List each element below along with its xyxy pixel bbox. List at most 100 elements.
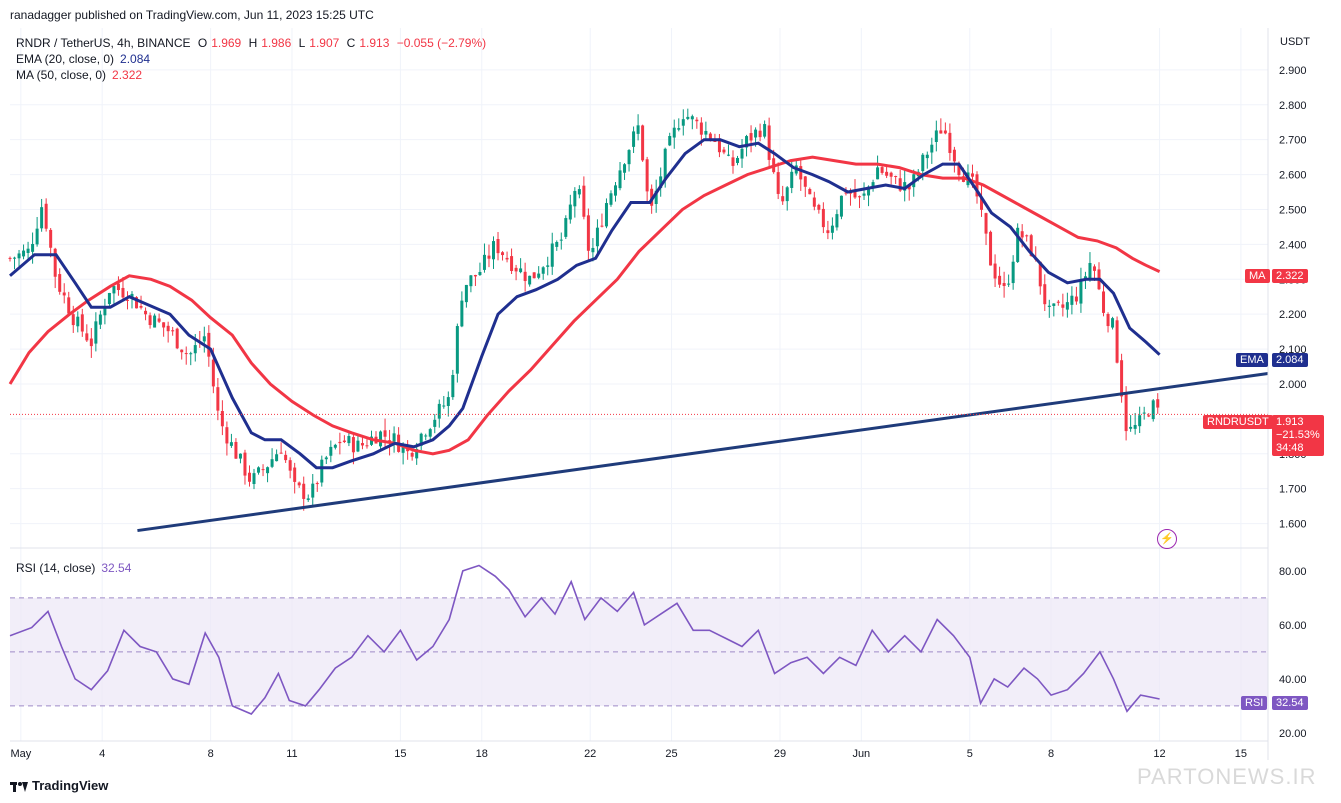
candle-body: [1029, 235, 1033, 256]
candle-body: [654, 190, 658, 204]
candle-body: [211, 359, 215, 387]
candle-body: [1020, 231, 1024, 238]
candle-body: [1138, 415, 1142, 427]
candle-body: [1074, 296, 1078, 302]
candle-body: [609, 193, 613, 205]
symbol-axis-tag: RNDRUSDT: [1203, 415, 1273, 429]
candle-body: [94, 321, 98, 344]
candle-body: [8, 257, 12, 259]
candle-body: [1002, 283, 1006, 286]
price-tick-label: 2.200: [1279, 309, 1307, 321]
candle-body: [550, 243, 554, 267]
candle-body: [975, 174, 979, 197]
candle-body: [1124, 393, 1128, 432]
candle-body: [582, 185, 586, 217]
candle-body: [67, 297, 71, 314]
candle-body: [736, 157, 740, 163]
price-tick-label: 1.700: [1279, 484, 1307, 496]
candle-body: [1052, 303, 1056, 306]
candle-body: [275, 454, 279, 462]
publisher-line: ranadagger published on TradingView.com,…: [10, 8, 374, 22]
ma-legend[interactable]: MA (50, close, 0) 2.322: [16, 68, 142, 82]
candle-body: [672, 127, 676, 138]
candle-body: [821, 208, 825, 228]
price-axis: 2.9002.8002.7002.6002.5002.4002.3002.200…: [1279, 65, 1307, 531]
candle-body: [139, 306, 143, 308]
rsi-line: [9, 564, 1160, 715]
candle-body: [333, 444, 337, 448]
candle-body: [315, 483, 319, 485]
candle-body: [898, 178, 902, 191]
lightning-icon[interactable]: ⚡: [1157, 529, 1177, 549]
candle-body: [1120, 360, 1124, 397]
candle-body: [171, 330, 175, 332]
time-axis: May 4 8 11 15 18 22 25 29 Jun 5 8 12 15: [10, 748, 1247, 760]
candle-body: [437, 403, 441, 419]
candle-body: [360, 443, 364, 446]
symbol-legend[interactable]: RNDR / TetherUS, 4h, BINANCE O 1.969 H 1.9…: [16, 36, 490, 50]
candle-body: [306, 498, 310, 500]
candle-body: [1043, 284, 1047, 305]
candle-body: [636, 125, 640, 134]
tradingview-footer[interactable]: TradingView: [10, 778, 108, 793]
candle-body: [1007, 283, 1011, 285]
ma-label: MA (50, close, 0): [16, 68, 107, 82]
candle-body: [473, 275, 477, 277]
candle-body: [1083, 276, 1087, 279]
candle-body: [604, 203, 608, 227]
candle-body: [699, 122, 703, 135]
candle-body: [681, 119, 685, 126]
support-trendline: [137, 372, 1269, 533]
candle-body: [645, 159, 649, 192]
ema-legend[interactable]: EMA (20, close, 0) 2.084: [16, 52, 150, 66]
candle-body: [564, 218, 568, 237]
candle-body: [157, 318, 161, 322]
candle-body: [379, 431, 383, 447]
time-tick-label: 11: [286, 748, 297, 760]
candle-body: [85, 333, 89, 341]
candle-body: [202, 336, 206, 342]
candle-body: [356, 440, 360, 452]
candle-body: [532, 272, 536, 279]
candle-body: [22, 250, 26, 257]
candle-body: [49, 229, 53, 248]
low-value: 1.907: [309, 36, 340, 50]
candle-body: [1133, 424, 1137, 429]
candle-body: [1025, 235, 1029, 237]
candle-body: [586, 215, 590, 251]
ema-label: EMA (20, close, 0): [16, 52, 115, 66]
brand-name: TradingView: [32, 778, 109, 793]
candle-body: [989, 231, 993, 266]
candle-body: [826, 230, 830, 234]
candle-body: [514, 267, 518, 272]
time-tick-label: 5: [967, 748, 973, 760]
candle-body: [347, 436, 351, 444]
candle-body: [428, 429, 432, 437]
candle-body: [871, 182, 875, 188]
candle-body: [858, 196, 862, 198]
candle-body: [970, 173, 974, 177]
open-value: 1.969: [211, 36, 242, 50]
candle-body: [835, 214, 839, 228]
candle-body: [776, 172, 780, 194]
candle-body: [519, 268, 523, 273]
candle-body: [247, 472, 251, 482]
candle-body: [559, 239, 563, 241]
candle-body: [749, 133, 753, 141]
rsi-tick-label: 20.00: [1279, 728, 1307, 740]
candle-body: [338, 441, 342, 444]
rsi-tick-label: 80.00: [1279, 566, 1307, 578]
rsi-legend[interactable]: RSI (14, close) 32.54: [16, 561, 131, 575]
candle-body: [839, 195, 843, 217]
currency-label: USDT: [1280, 36, 1310, 48]
candle-body: [817, 204, 821, 210]
candle-body: [573, 190, 577, 207]
price-tick-label: 2.400: [1279, 239, 1307, 251]
candle-body: [13, 257, 17, 259]
candle-body: [270, 459, 274, 467]
ma-axis-value: 2.322: [1272, 269, 1308, 283]
candle-body: [121, 287, 125, 298]
time-tick-label: 18: [476, 748, 488, 760]
candle-body: [189, 353, 193, 355]
candle-body: [257, 467, 261, 473]
